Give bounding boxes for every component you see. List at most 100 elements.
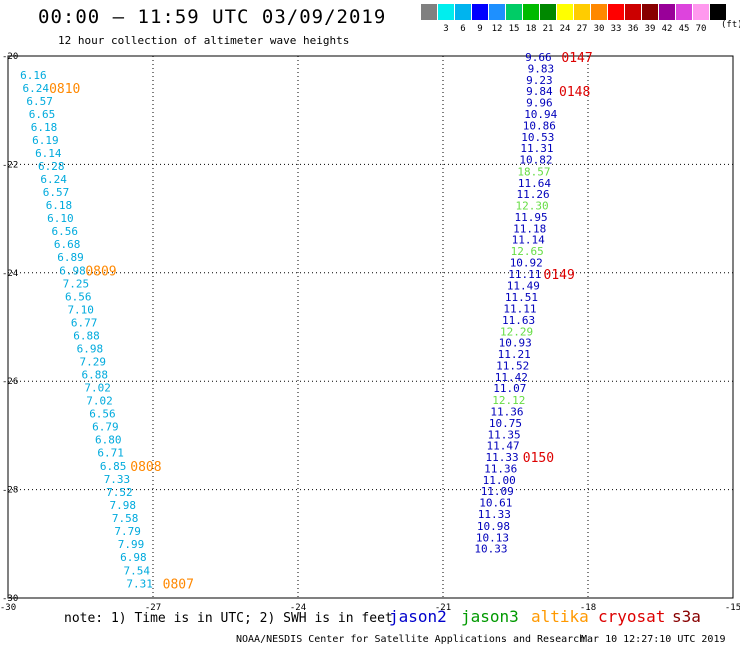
scale-label: 15	[508, 24, 520, 34]
scale-swatch	[574, 4, 590, 20]
scale-label: 42	[661, 24, 673, 34]
scale-label: 36	[627, 24, 639, 34]
x-tick-label: -18	[580, 603, 596, 613]
scale-swatch	[659, 4, 675, 20]
wave-height-label: 6.10	[47, 212, 74, 225]
y-tick-label: -26	[2, 377, 18, 387]
wave-height-label: 7.98	[110, 499, 137, 512]
pass-time-label: 0807	[163, 577, 194, 592]
wave-height-label: 10.13	[476, 531, 509, 544]
wave-height-label: 11.09	[481, 485, 514, 498]
scale-label: 45	[678, 24, 690, 34]
scale-label: 30	[593, 24, 605, 34]
wave-height-label: 11.11	[503, 303, 536, 316]
x-tick-label: -27	[145, 603, 161, 613]
y-tick-label: -30	[2, 594, 18, 604]
wave-height-label: 9.84	[526, 85, 553, 98]
wave-height-label: 11.07	[493, 382, 526, 395]
wave-height-label: 11.00	[483, 474, 516, 487]
scale-label: 33	[610, 24, 622, 34]
wave-height-label: 11.42	[495, 371, 528, 384]
wave-height-label: 6.98	[120, 551, 147, 564]
y-tick-label: -22	[2, 160, 18, 170]
x-tick-label: -30	[0, 603, 16, 613]
scale-label: 18	[525, 24, 537, 34]
wave-height-label: 11.35	[487, 428, 520, 441]
wave-height-label: 11.18	[513, 222, 546, 235]
scale-label: 24	[559, 24, 571, 34]
scale-swatch	[523, 4, 539, 20]
y-tick-label: -20	[2, 52, 18, 62]
plot-frame	[7, 55, 734, 599]
wave-height-label: 9.96	[526, 97, 553, 110]
scale-label: 27	[576, 24, 588, 34]
wave-height-label: 6.19	[32, 134, 59, 147]
scale-label: 21	[542, 24, 554, 34]
wave-height-label: 11.36	[490, 406, 523, 419]
scale-swatch	[693, 4, 709, 20]
wave-height-label: 11.47	[487, 440, 520, 453]
scale-swatch	[625, 4, 641, 20]
wave-height-label: 6.57	[26, 95, 53, 108]
scale-swatch	[540, 4, 556, 20]
wave-height-label: 11.95	[515, 211, 548, 224]
scale-swatch	[710, 4, 726, 20]
wave-height-label: 6.56	[52, 225, 79, 238]
wave-height-label: 6.56	[65, 291, 92, 304]
y-tick-label: -28	[2, 486, 18, 496]
wave-height-label: 12.65	[511, 245, 544, 258]
wave-height-label: 10.94	[524, 108, 557, 121]
wave-height-label: 11.63	[502, 314, 535, 327]
wave-height-label: 11.52	[496, 359, 529, 372]
footer-note: note: 1) Time is in UTC; 2) SWH is in fe…	[64, 611, 393, 626]
satellite-legend-altika: altika	[531, 607, 589, 626]
generated-timestamp: Mar 10 12:27:10 UTC 2019	[581, 634, 726, 645]
scale-swatch	[438, 4, 454, 20]
wave-height-label: 10.86	[523, 119, 556, 132]
wave-height-label: 10.53	[521, 131, 554, 144]
wave-height-label: 6.88	[81, 369, 108, 382]
scale-swatch	[455, 4, 471, 20]
wave-height-label: 7.58	[112, 512, 138, 525]
wave-height-label: 6.85	[100, 460, 127, 473]
wave-height-label: 10.98	[477, 520, 510, 533]
wave-height-label: 10.33	[474, 543, 507, 556]
wave-height-label: 11.51	[505, 291, 538, 304]
y-tick-label: -24	[2, 269, 18, 279]
scale-swatch	[506, 4, 522, 20]
pass-time-label: 0150	[523, 451, 554, 466]
wave-height-label: 6.88	[73, 330, 100, 343]
wave-height-label: 6.14	[35, 147, 62, 160]
wave-height-label: 6.65	[29, 108, 56, 121]
wave-height-label: 7.52	[106, 486, 133, 499]
wave-height-label: 7.02	[84, 382, 111, 395]
scale-label: 9	[477, 24, 483, 34]
wave-height-label: 7.31	[126, 577, 152, 590]
wave-height-label: 11.33	[486, 451, 519, 464]
wave-height-label: 6.89	[57, 251, 84, 264]
pass-time-label: 0810	[49, 82, 80, 97]
wave-height-label: 6.56	[89, 408, 116, 421]
wave-height-label: 6.57	[43, 186, 70, 199]
pass-time-label: 0808	[130, 460, 161, 475]
wave-height-label: 10.92	[510, 257, 543, 270]
scale-swatch	[642, 4, 658, 20]
wave-height-label: 10.82	[519, 154, 552, 167]
wave-height-label: 6.68	[54, 238, 81, 251]
satellite-legend-cryosat: cryosat	[598, 607, 666, 626]
wave-height-label: 7.33	[104, 473, 131, 486]
wave-height-label: 12.30	[516, 200, 549, 213]
wave-height-label: 7.02	[86, 395, 113, 408]
scale-label: 39	[644, 24, 656, 34]
wave-height-label: 10.75	[489, 417, 522, 430]
scale-swatch	[591, 4, 607, 20]
scale-swatch	[489, 4, 505, 20]
wave-height-label: 7.29	[80, 356, 107, 369]
scale-label: 70	[695, 24, 707, 34]
pass-time-label: 0809	[85, 265, 116, 280]
scale-unit: (ft)	[721, 20, 740, 30]
scale-label: 3	[443, 24, 449, 34]
wave-height-label: 6.16	[20, 69, 47, 82]
pass-time-label: 0148	[559, 85, 590, 100]
x-tick-label: -21	[435, 603, 451, 613]
